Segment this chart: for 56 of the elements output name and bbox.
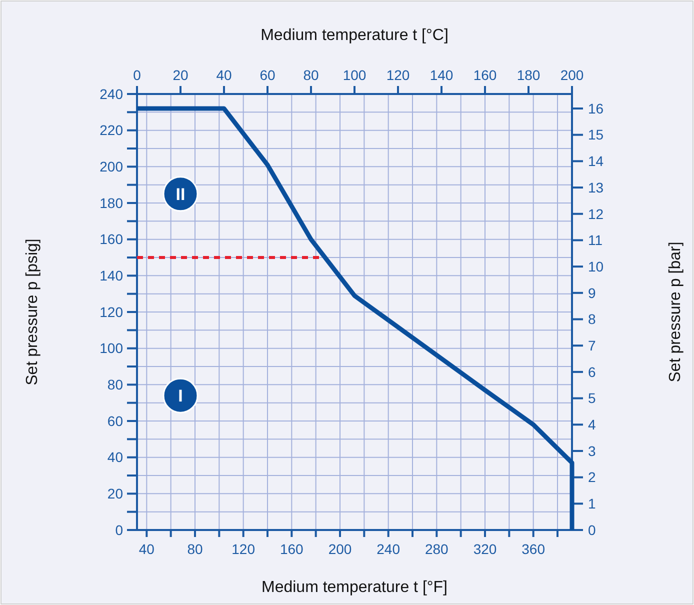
y2-tick-label: 16 <box>588 100 604 116</box>
x2-tick-label: 160 <box>473 67 497 83</box>
x2-tick-label: 60 <box>260 67 276 83</box>
x-tick-label: 360 <box>522 541 546 557</box>
x2-tick-label: 20 <box>172 67 188 83</box>
x-tick-label: 80 <box>187 541 203 557</box>
y-tick-label: 240 <box>100 86 124 102</box>
x2-tick-label: 140 <box>430 67 454 83</box>
y2-tick-label: 14 <box>588 153 604 170</box>
y2-tick-label: 5 <box>588 390 596 406</box>
y-tick-label: 0 <box>115 522 124 538</box>
y-tick-label: 20 <box>107 486 124 502</box>
y-tick-label: 100 <box>100 340 124 356</box>
x-axis-title: Medium temperature t [°F] <box>261 579 448 596</box>
y2-tick-label: 13 <box>588 179 604 196</box>
x-tick-label: 40 <box>138 541 155 557</box>
y2-tick-label: 2 <box>588 469 596 486</box>
y-tick-label: 120 <box>100 304 124 320</box>
y2-tick-label: 12 <box>588 206 604 222</box>
x2-tick-label: 180 <box>516 67 540 83</box>
y-axis-title: Set pressure p [psig] <box>24 238 41 386</box>
x-tick-label: 200 <box>328 541 352 557</box>
x2-tick-label: 120 <box>386 67 410 83</box>
y2-tick-label: 6 <box>588 364 596 380</box>
annotation: I <box>178 386 183 406</box>
x2-tick-label: 80 <box>303 67 319 83</box>
y2-tick-label: 3 <box>588 442 596 459</box>
y2-tick-label: 8 <box>588 311 596 328</box>
y-tick-label: 60 <box>107 412 124 429</box>
y2-tick-label: 11 <box>588 232 603 248</box>
y-tick-label: 40 <box>107 449 124 466</box>
y2-tick-label: 15 <box>588 126 604 143</box>
x2-tick-label: 0 <box>133 67 142 83</box>
x2-tick-label: 100 <box>342 67 366 83</box>
y-tick-label: 220 <box>100 122 124 138</box>
x-tick-label: 280 <box>424 541 449 557</box>
y2-tick-label: 7 <box>588 337 596 354</box>
y2-tick-label: 1 <box>588 496 596 512</box>
x-tick-label: 120 <box>232 541 256 557</box>
y2-tick-label: 0 <box>588 522 596 538</box>
y2-tick-label: 10 <box>588 258 604 274</box>
y-tick-label: 180 <box>100 194 124 211</box>
x-tick-label: 320 <box>473 541 497 557</box>
x-tick-label: 160 <box>280 541 304 557</box>
x2-axis-title: Medium temperature t [°C] <box>260 27 448 44</box>
y-tick-label: 140 <box>100 268 124 284</box>
y-tick-label: 200 <box>100 158 124 175</box>
y-tick-label: 160 <box>100 231 124 248</box>
y2-tick-label: 9 <box>588 284 596 301</box>
x2-tick-label: 40 <box>216 67 232 83</box>
x-tick-label: 240 <box>376 541 400 557</box>
y-tick-label: 80 <box>107 376 124 393</box>
y2-axis-title: Set pressure p [bar] <box>667 242 684 382</box>
x2-tick-label: 200 <box>560 67 584 83</box>
annotation: II <box>176 185 186 204</box>
y2-tick-label: 4 <box>588 416 596 433</box>
